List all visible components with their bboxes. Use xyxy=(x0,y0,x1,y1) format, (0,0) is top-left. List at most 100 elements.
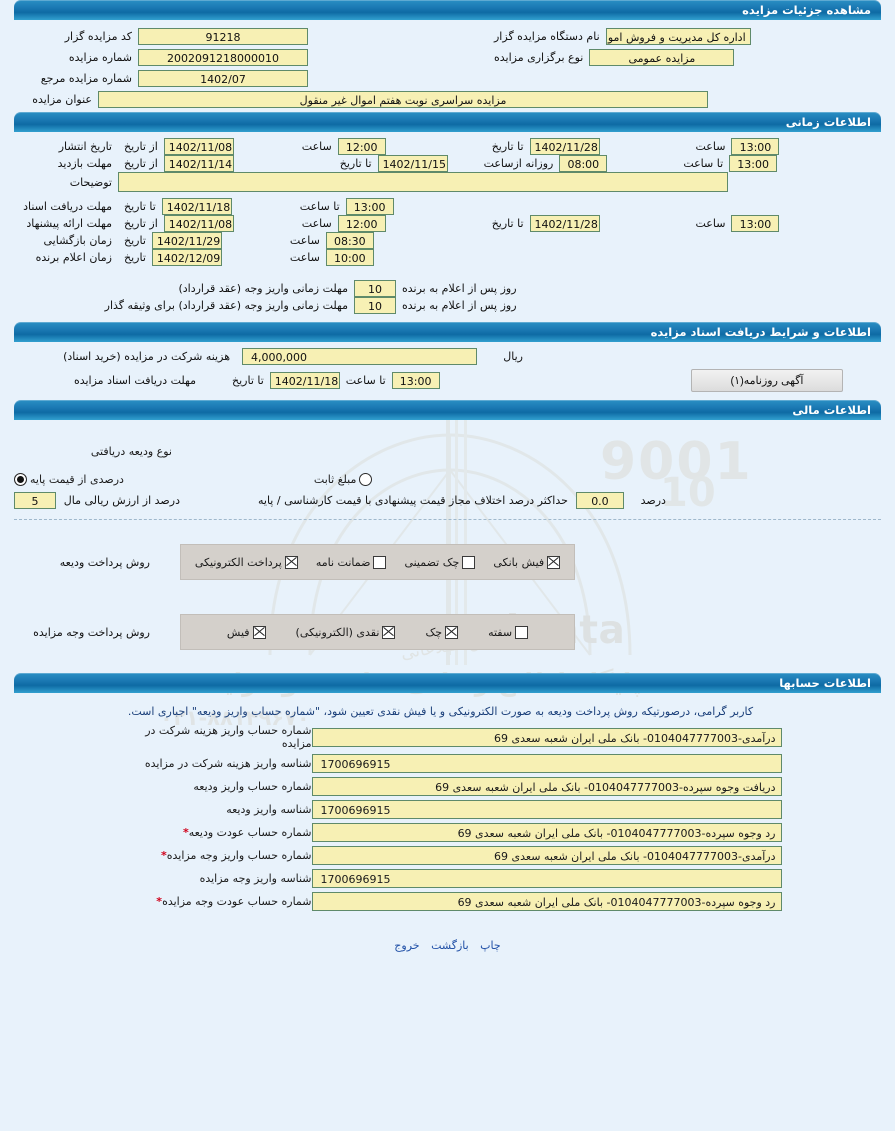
deposit-method-electronic[interactable]: پرداخت الکترونیکی xyxy=(195,555,298,569)
section-time-info: اطلاعات زمانی 13:00 ساعت 1402/11/28 تا ت… xyxy=(0,112,895,322)
checkbox-check-icon[interactable] xyxy=(445,625,459,639)
offer-time-label: ساعت xyxy=(301,217,332,230)
offer-to-time-value[interactable]: 13:00 xyxy=(731,215,780,232)
account-row-4: رد وجوه سپرده-0104047777003- بانک ملی ای… xyxy=(14,823,881,842)
checkbox-cash-electronic-icon[interactable] xyxy=(382,625,396,639)
deposit-method-bank-receipt[interactable]: فیش بانکی xyxy=(493,555,561,569)
account-value-3[interactable]: 1700696915 xyxy=(311,800,782,819)
docs-receive-to-date-value[interactable]: 1402/11/18 xyxy=(269,372,340,389)
offer-time-value[interactable]: 12:00 xyxy=(337,215,386,232)
exit-link[interactable]: خروج xyxy=(394,939,420,952)
checkbox-receipt-icon[interactable] xyxy=(252,625,266,639)
row-opening-time: 08:30 ساعت 1402/11/29 تاریخ زمان بازگشای… xyxy=(14,232,881,249)
footer-links: چاپ بازگشت خروج xyxy=(0,923,895,962)
back-link[interactable]: بازگشت xyxy=(431,939,469,952)
payment-method-receipt[interactable]: فیش xyxy=(227,625,266,639)
section-header-details: مشاهده جزئیات مزایده xyxy=(14,0,881,20)
account-value-2[interactable]: دریافت وجوه سپرده-0104047777003- بانک مل… xyxy=(311,777,782,796)
winner-time-label: ساعت xyxy=(289,251,320,264)
opening-time-value[interactable]: 08:30 xyxy=(325,232,374,249)
docs-to-date-label: تا تاریخ xyxy=(124,200,156,213)
account-label-5-text: شماره حساب واریز وجه مزایده xyxy=(166,849,312,862)
payment-deadline-2-value[interactable]: 10 xyxy=(354,297,396,314)
row-deposit-type: نوع ودیعه دریافتی xyxy=(14,434,881,468)
field-holding-type: مزایده عمومی نوع برگزاری مزایده xyxy=(488,49,735,66)
docs-receive-to-time-value[interactable]: 13:00 xyxy=(391,372,440,389)
docs-to-date-value[interactable]: 1402/11/18 xyxy=(161,198,232,215)
account-row-3: 1700696915 شناسه واریز ودیعه xyxy=(14,800,881,819)
time-body: 13:00 ساعت 1402/11/28 تا تاریخ 12:00 ساع… xyxy=(0,132,895,322)
radio-option-percent[interactable]: درصدی از قیمت پایه xyxy=(14,473,124,486)
max-diff-label: حداکثر درصد اختلاف مجاز قیمت پیشنهادی با… xyxy=(258,494,568,507)
checkbox-guarantee-letter-icon[interactable] xyxy=(373,555,387,569)
visit-to-time-label: تا ساعت xyxy=(683,157,724,170)
percent-label: درصد از ارزش ریالی مال xyxy=(63,494,180,507)
checkbox-guarantee-check-icon[interactable] xyxy=(462,555,476,569)
payment-deadline-1-value[interactable]: 10 xyxy=(354,280,396,297)
account-value-4[interactable]: رد وجوه سپرده-0104047777003- بانک ملی ای… xyxy=(311,823,782,842)
payment-method-check[interactable]: چک xyxy=(425,625,459,639)
auctioneer-code-value[interactable]: 91218 xyxy=(138,28,308,45)
account-row-6: 1700696915 شناسه واریز وجه مزایده xyxy=(14,869,881,888)
accounts-note: کاربر گرامی، درصورتیکه روش پرداخت ودیعه … xyxy=(127,705,754,718)
auction-payment-methods-group: سفته چک نقدی (الکترونیکی) فیش xyxy=(180,614,575,650)
max-diff-value[interactable]: 0.0 xyxy=(575,492,624,509)
account-value-6[interactable]: 1700696915 xyxy=(311,869,782,888)
radio-option-fixed[interactable]: مبلغ ثابت xyxy=(314,473,373,486)
offer-from-date-value[interactable]: 1402/11/08 xyxy=(163,215,234,232)
visit-to-date-value[interactable]: 1402/11/15 xyxy=(377,155,448,172)
row-deposit-methods: فیش بانکی چک تضمینی ضمانت نامه پرداخت ال… xyxy=(14,534,881,590)
account-value-5[interactable]: درآمدی-0104047777003- بانک ملی ایران شعب… xyxy=(311,846,782,865)
opening-date-value[interactable]: 1402/11/29 xyxy=(151,232,222,249)
account-value-0[interactable]: درآمدی-0104047777003- بانک ملی ایران شعب… xyxy=(311,727,782,747)
row-docs-deadline: 13:00 تا ساعت 1402/11/18 تا تاریخ مهلت د… xyxy=(14,198,881,215)
holding-type-value[interactable]: مزایده عمومی xyxy=(589,49,735,66)
account-label-2: شماره حساب واریز ودیعه xyxy=(193,780,312,793)
auction-number-value[interactable]: 2002091218000010 xyxy=(138,49,308,66)
winner-date-value[interactable]: 1402/12/09 xyxy=(151,249,222,266)
docs-body: ریال 4,000,000 هزینه شرکت در مزایده (خری… xyxy=(0,342,895,400)
radio-percent-icon[interactable] xyxy=(14,473,27,486)
publish-to-time-value[interactable]: 13:00 xyxy=(731,138,780,155)
auction-title-value[interactable]: مزایده سراسری نوبت هفتم اموال غیر منقول xyxy=(98,91,708,108)
account-label-5: شماره حساب واریز وجه مزایده* xyxy=(114,849,312,862)
deposit-method-guarantee-letter[interactable]: ضمانت نامه xyxy=(316,555,387,569)
radio-percent-label: درصدی از قیمت پایه xyxy=(30,473,124,486)
section-header-accounts: اطلاعات حسابها xyxy=(14,673,881,693)
newspaper-ad-button[interactable]: آگهی روزنامه(۱) xyxy=(691,369,843,392)
row-auctioneer-code: اداره کل مدیریت و فروش اموال نام دستگاه … xyxy=(14,28,881,45)
row-visit-deadline: 13:00 تا ساعت 08:00 روزانه ازساعت 1402/1… xyxy=(14,155,881,172)
checkbox-promissory-note-icon[interactable] xyxy=(515,625,529,639)
publish-to-date-value[interactable]: 1402/11/28 xyxy=(529,138,600,155)
required-asterisk-4: * xyxy=(182,826,189,839)
docs-to-time-value[interactable]: 13:00 xyxy=(345,198,394,215)
radio-fixed-icon[interactable] xyxy=(359,473,373,486)
checkbox-bank-receipt-icon[interactable] xyxy=(547,555,561,569)
visit-to-date-label: تا تاریخ xyxy=(339,157,372,170)
opening-time-label: ساعت xyxy=(289,234,320,247)
offer-to-date-value[interactable]: 1402/11/28 xyxy=(529,215,600,232)
winner-time-value[interactable]: 10:00 xyxy=(325,249,374,266)
print-link[interactable]: چاپ xyxy=(480,939,501,952)
row-publish-date: 13:00 ساعت 1402/11/28 تا تاریخ 12:00 ساع… xyxy=(14,138,881,155)
account-value-1[interactable]: 1700696915 xyxy=(311,754,782,773)
field-auction-title: مزایده سراسری نوبت هفتم اموال غیر منقول … xyxy=(14,91,708,108)
visit-from-date-value[interactable]: 1402/11/14 xyxy=(163,155,234,172)
publish-from-date-value[interactable]: 1402/11/08 xyxy=(163,138,234,155)
percent-value[interactable]: 5 xyxy=(14,492,56,509)
account-value-7[interactable]: رد وجوه سپرده-0104047777003- بانک ملی ای… xyxy=(311,892,782,911)
deposit-method-label-3: فیش بانکی xyxy=(493,555,545,569)
deposit-method-guarantee-check[interactable]: چک تضمینی xyxy=(404,555,476,569)
auction-title-label: عنوان مزایده xyxy=(32,93,92,106)
auctioneer-name-value[interactable]: اداره کل مدیریت و فروش اموال xyxy=(605,28,751,45)
participation-fee-value[interactable]: 4,000,000 xyxy=(242,348,477,365)
ref-number-value[interactable]: 1402/07 xyxy=(138,70,308,87)
publish-time-value[interactable]: 12:00 xyxy=(337,138,386,155)
description-value[interactable] xyxy=(118,172,728,192)
checkbox-electronic-payment-icon[interactable] xyxy=(284,555,298,569)
visit-daily-from-value[interactable]: 08:00 xyxy=(559,155,608,172)
payment-method-promissory[interactable]: سفته xyxy=(488,625,529,639)
visit-to-time-value[interactable]: 13:00 xyxy=(729,155,778,172)
payment-method-cash-electronic[interactable]: نقدی (الکترونیکی) xyxy=(296,625,396,639)
offer-to-time-label: ساعت xyxy=(695,217,726,230)
